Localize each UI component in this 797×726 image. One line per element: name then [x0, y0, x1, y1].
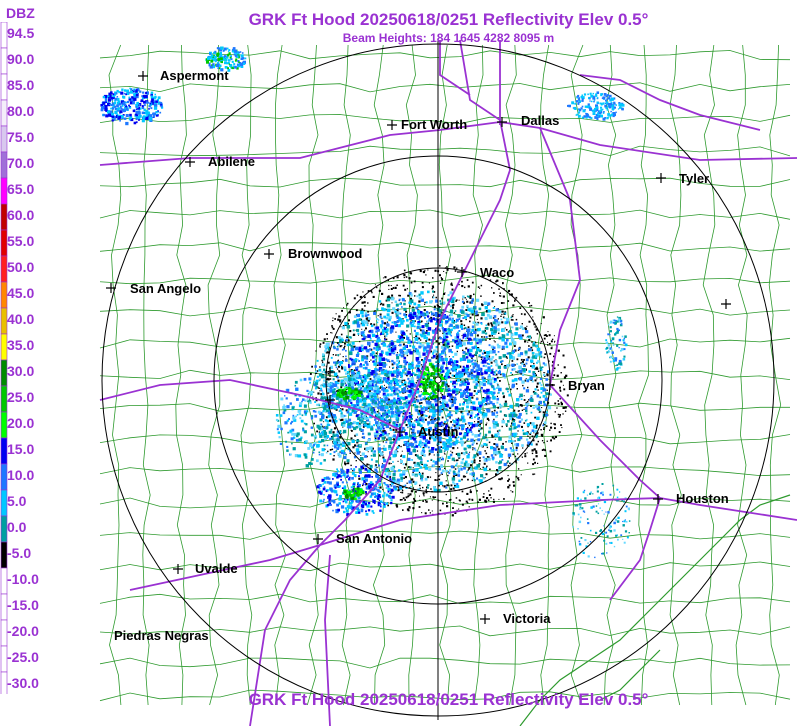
legend-label: 90.0: [7, 51, 35, 67]
legend-label: 10.0: [7, 467, 35, 483]
city-marker: [138, 71, 148, 81]
city-marker: [480, 614, 490, 624]
legend-label: 50.0: [7, 259, 35, 275]
city-marker: [395, 427, 405, 437]
city-marker: [185, 157, 195, 167]
reflectivity-echoes: [100, 46, 631, 559]
city-marker: [313, 534, 323, 544]
city-marker: [173, 564, 183, 574]
highways: [99, 39, 797, 726]
legend-label: -30.0: [7, 675, 39, 691]
legend-label: 80.0: [7, 103, 35, 119]
city-label: Houston: [676, 491, 729, 506]
city-marker: [656, 173, 666, 183]
city-label: San Antonio: [336, 531, 413, 546]
city-marker: [106, 283, 116, 293]
legend-swatch: [0, 671, 8, 694]
legend-label: 94.5: [7, 25, 35, 41]
city-marker: [721, 299, 731, 309]
beam-heights: Beam Heights: 184 1645 4282 8095 m: [342, 31, 555, 45]
legend-label: 65.0: [7, 181, 35, 197]
city-marker: [497, 117, 507, 127]
legend-label: 40.0: [7, 311, 35, 327]
legend-label: 20.0: [7, 415, 35, 431]
city-marker: [387, 120, 397, 130]
legend-label: 85.0: [7, 77, 35, 93]
legend-label: 75.0: [7, 129, 35, 145]
legend-label: 5.0: [7, 493, 27, 509]
city-label: Abilene: [208, 154, 255, 169]
city-marker: [325, 395, 335, 405]
page-title: GRK Ft Hood 20250618/0251 Reflectivity E…: [248, 10, 649, 29]
legend-label: -25.0: [7, 649, 39, 665]
city-marker: [457, 267, 467, 277]
radar-site-marker: [434, 376, 442, 384]
city-label: Dallas: [521, 113, 560, 128]
legend-label: -5.0: [7, 545, 32, 561]
city-label: Austin: [418, 424, 459, 439]
city-label: Victoria: [503, 611, 551, 626]
city-label: Bryan: [568, 378, 605, 393]
coastline: [519, 494, 791, 726]
legend-label: 15.0: [7, 441, 35, 457]
legend-title: DBZ: [6, 5, 35, 21]
legend-label: -15.0: [7, 597, 39, 613]
legend-color-bar: [0, 22, 8, 694]
city-label: Waco: [480, 265, 515, 280]
legend-label: 35.0: [7, 337, 35, 353]
city-markers: [106, 71, 731, 624]
legend-label: 0.0: [7, 519, 27, 535]
city-label: Brownwood: [288, 246, 363, 261]
legend-label: 70.0: [7, 155, 35, 171]
city-marker: [325, 367, 335, 377]
city-label: San Angelo: [130, 281, 202, 296]
legend-label: 55.0: [7, 233, 35, 249]
city-marker: [264, 249, 274, 259]
city-marker: [653, 494, 663, 504]
city-label: Aspermont: [160, 68, 229, 83]
city-label: Tyler: [679, 171, 710, 186]
dbz-legend: DBZ 94.5 90.0 85.0 80.0 75.0 70.0 65.0 60.0 55.0…: [0, 0, 100, 726]
legend-label: 25.0: [7, 389, 35, 405]
legend-label: 45.0: [7, 285, 35, 301]
city-marker: [545, 380, 555, 390]
city-label: Uvalde: [195, 561, 238, 576]
legend-label: 60.0: [7, 207, 35, 223]
legend-label: -20.0: [7, 623, 39, 639]
legend-label: -10.0: [7, 571, 39, 587]
legend-label: 30.0: [7, 363, 35, 379]
footer-title: GRK Ft Hood 20250618/0251 Reflectivity E…: [248, 690, 649, 709]
city-label: Fort Worth: [401, 117, 468, 132]
city-label: Piedras Negras: [114, 628, 209, 643]
